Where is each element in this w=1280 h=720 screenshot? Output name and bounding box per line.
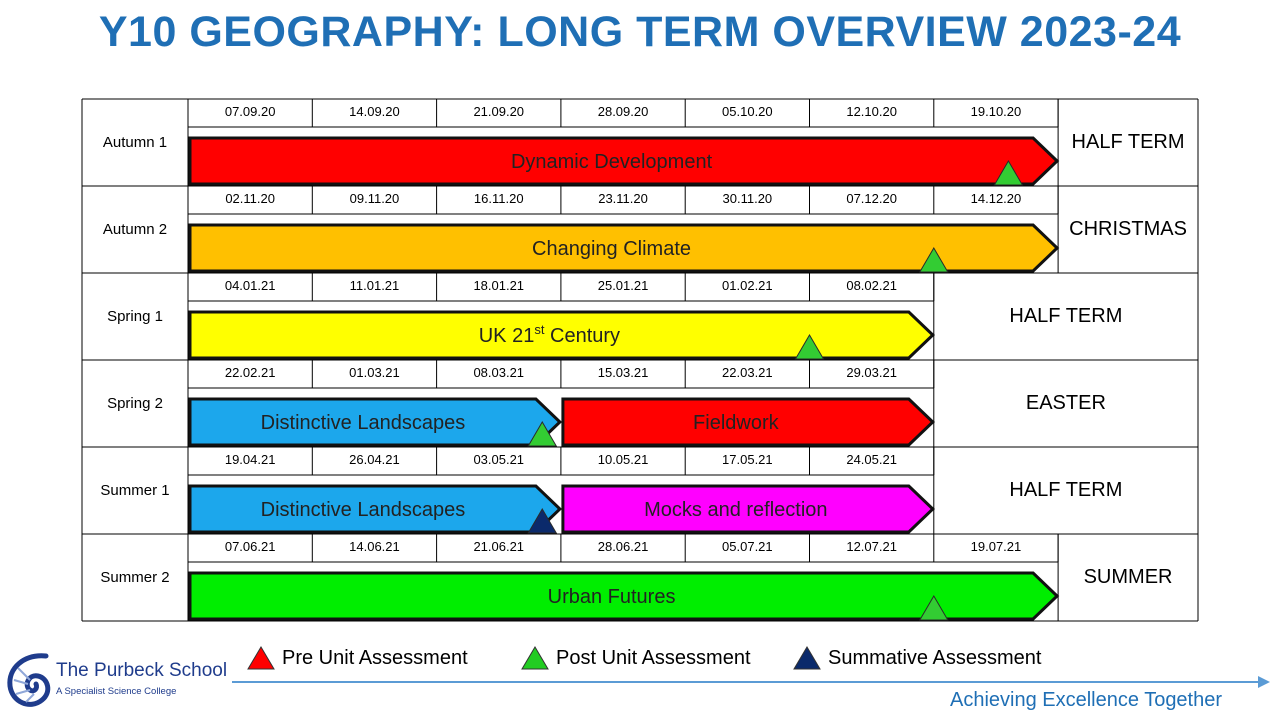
- week-date: 07.09.20: [224, 104, 276, 119]
- unit-label: Changing Climate: [532, 238, 691, 260]
- holiday-label: HALF TERM: [1009, 479, 1123, 501]
- assessment-marker: [918, 247, 949, 273]
- unit-arrow: [188, 223, 1060, 273]
- legend-pre-unit: Pre Unit Assessment: [246, 645, 468, 671]
- nautilus-shell-icon: [7, 653, 51, 707]
- week-date: 21.06.21: [473, 539, 525, 554]
- week-date: 04.01.21: [224, 278, 276, 293]
- school-logo: The Purbeck School A Specialist Science …: [6, 650, 236, 714]
- assessment-marker: [918, 595, 949, 621]
- week-date: 14.09.20: [349, 104, 400, 119]
- week-date: 12.10.20: [846, 104, 897, 119]
- holiday-label: CHRISTMAS: [1069, 218, 1187, 240]
- week-date: 01.03.21: [349, 365, 400, 380]
- week-date: 09.11.20: [349, 191, 400, 206]
- week-date: 19.10.20: [970, 104, 1022, 119]
- week-date: 17.05.21: [722, 452, 773, 467]
- week-date: 30.11.20: [722, 191, 773, 206]
- unit-label: Fieldwork: [693, 412, 780, 434]
- week-date: 15.03.21: [597, 365, 649, 380]
- unit-arrow: [188, 136, 1060, 186]
- holiday-label: HALF TERM: [1071, 131, 1185, 153]
- legend-summative: Summative Assessment: [792, 645, 1041, 671]
- school-subtitle: A Specialist Science College: [56, 686, 177, 697]
- school-name: The Purbeck School: [56, 660, 228, 681]
- week-date: 10.05.21: [597, 452, 649, 467]
- week-date: 07.12.20: [846, 191, 897, 206]
- green-triangle-icon: [521, 646, 549, 670]
- week-date: 05.07.21: [722, 539, 773, 554]
- legend-label: Summative Assessment: [828, 646, 1042, 669]
- week-date: 03.05.21: [473, 452, 525, 467]
- term-label: Summer 2: [100, 569, 170, 586]
- week-date: 28.09.20: [597, 104, 649, 119]
- week-date: 18.01.21: [473, 278, 525, 293]
- week-date: 21.09.20: [473, 104, 525, 119]
- legend-post-unit: Post Unit Assessment: [520, 645, 751, 671]
- week-date: 29.03.21: [846, 365, 897, 380]
- week-date: 14.12.20: [970, 191, 1022, 206]
- week-date: 26.04.21: [349, 452, 400, 467]
- week-date: 23.11.20: [598, 191, 648, 206]
- tagline: Achieving Excellence Together: [950, 689, 1223, 711]
- unit-label: Distinctive Landscapes: [261, 412, 466, 434]
- holiday-label: EASTER: [1025, 392, 1106, 414]
- navy-triangle-icon: [793, 646, 821, 670]
- holiday-label: HALF TERM: [1009, 305, 1123, 327]
- week-date: 02.11.20: [225, 191, 275, 206]
- week-date: 07.06.21: [224, 539, 276, 554]
- red-triangle-icon: [247, 646, 275, 670]
- week-date: 16.11.20: [473, 191, 524, 206]
- assessment-marker: [527, 508, 558, 534]
- assessment-marker: [527, 421, 558, 447]
- unit-arrow: [561, 397, 935, 447]
- week-date: 19.04.21: [224, 452, 276, 467]
- week-date: 08.02.21: [846, 278, 897, 293]
- week-date: 24.05.21: [846, 452, 897, 467]
- term-label: Spring 2: [107, 395, 163, 412]
- week-date: 22.03.21: [722, 365, 773, 380]
- week-date: 11.01.21: [349, 278, 400, 293]
- holiday-label: SUMMER: [1083, 566, 1173, 588]
- week-date: 25.01.21: [597, 278, 649, 293]
- week-date: 14.06.21: [349, 539, 400, 554]
- week-date: 12.07.21: [846, 539, 897, 554]
- unit-arrow: [188, 310, 935, 360]
- unit-label: Dynamic Development: [511, 151, 713, 173]
- page-title: Y10 GEOGRAPHY: LONG TERM OVERVIEW 2023-2…: [98, 8, 1182, 56]
- legend-label: Post Unit Assessment: [556, 646, 751, 669]
- assessment-marker: [794, 334, 825, 360]
- footer-arrowhead: [1258, 676, 1270, 688]
- week-date: 28.06.21: [597, 539, 649, 554]
- week-date: 01.02.21: [722, 278, 773, 293]
- assessment-marker: [993, 160, 1024, 186]
- week-date: 05.10.20: [722, 104, 773, 119]
- unit-label: Urban Futures: [548, 586, 676, 608]
- term-label: Autumn 1: [102, 134, 168, 151]
- week-date: 08.03.21: [473, 365, 525, 380]
- unit-label: UK 21st Century: [479, 322, 620, 347]
- unit-label: Distinctive Landscapes: [261, 499, 466, 521]
- unit-arrow: [188, 571, 1060, 621]
- term-label: Summer 1: [100, 482, 170, 499]
- legend-label: Pre Unit Assessment: [282, 646, 468, 669]
- unit-arrow: [561, 484, 935, 534]
- term-label: Autumn 2: [102, 221, 168, 238]
- unit-label: Mocks and reflection: [644, 499, 827, 521]
- term-label: Spring 1: [107, 308, 163, 325]
- week-date: 22.02.21: [224, 365, 276, 380]
- week-date: 19.07.21: [970, 539, 1022, 554]
